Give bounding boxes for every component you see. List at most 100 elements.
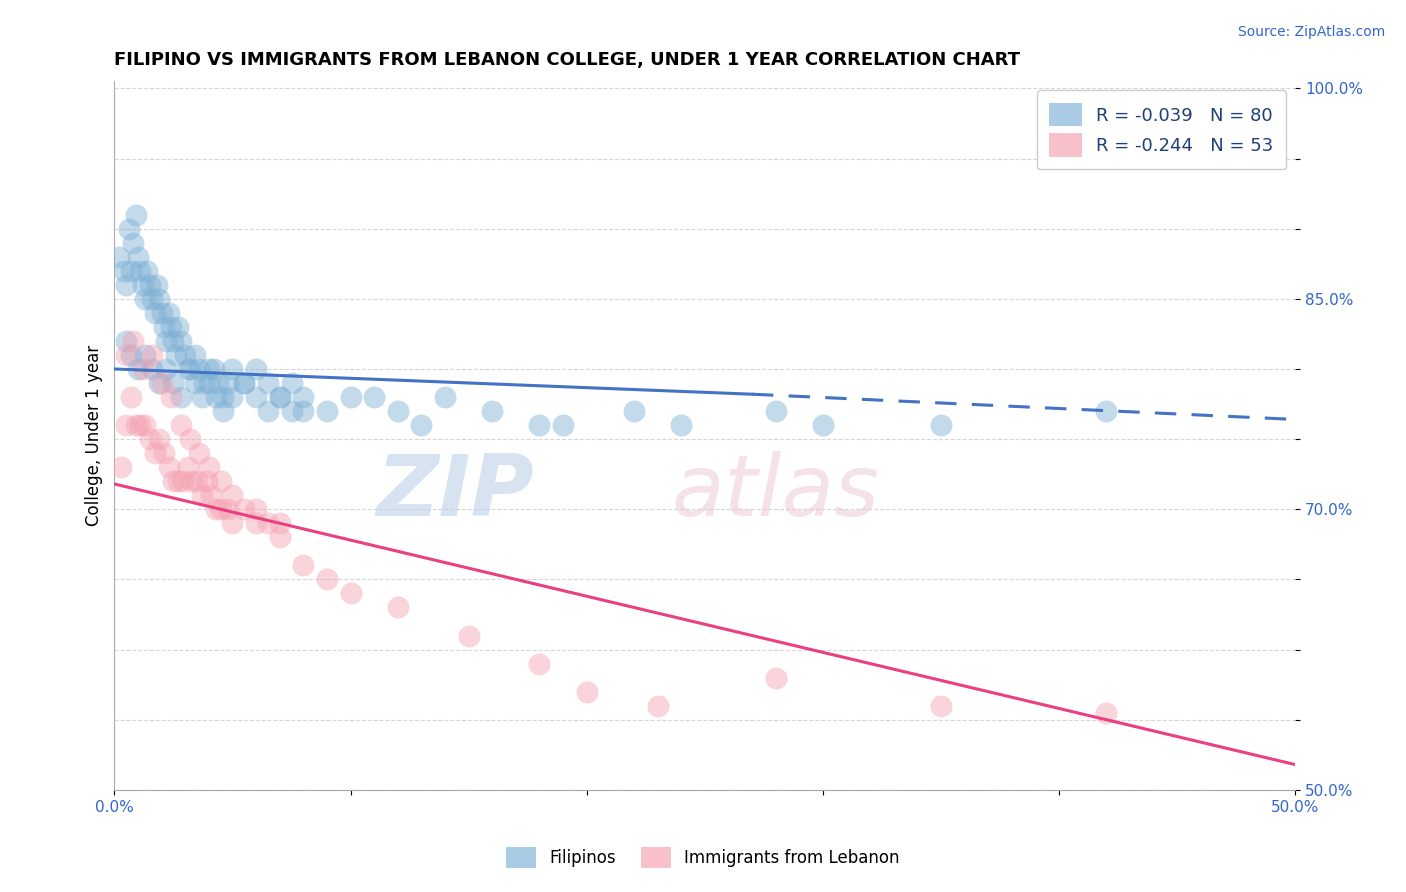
Point <box>179 362 201 376</box>
Text: Source: ZipAtlas.com: Source: ZipAtlas.com <box>1237 25 1385 39</box>
Point <box>205 390 228 404</box>
Point <box>108 250 131 264</box>
Point <box>153 319 176 334</box>
Point <box>198 376 221 390</box>
Point <box>148 292 170 306</box>
Point <box>157 306 180 320</box>
Point <box>198 362 221 376</box>
Point <box>129 264 152 278</box>
Point <box>221 362 243 376</box>
Point <box>647 698 669 713</box>
Point <box>191 488 214 502</box>
Point <box>269 530 291 544</box>
Point <box>269 516 291 531</box>
Point <box>257 376 280 390</box>
Point <box>115 334 138 348</box>
Point <box>339 390 361 404</box>
Legend: Filipinos, Immigrants from Lebanon: Filipinos, Immigrants from Lebanon <box>499 840 907 875</box>
Point <box>529 418 551 433</box>
Point <box>811 418 834 433</box>
Point <box>139 277 162 292</box>
Point <box>183 376 205 390</box>
Point <box>176 362 198 376</box>
Point <box>280 376 302 390</box>
Point <box>143 446 166 460</box>
Point <box>551 418 574 433</box>
Point <box>212 390 235 404</box>
Point <box>207 376 229 390</box>
Point <box>146 277 169 292</box>
Point <box>292 390 315 404</box>
Point <box>132 362 155 376</box>
Point <box>150 376 173 390</box>
Point <box>141 348 163 362</box>
Point <box>110 460 132 475</box>
Point <box>245 390 267 404</box>
Point <box>143 306 166 320</box>
Point <box>233 376 256 390</box>
Point <box>280 404 302 418</box>
Point <box>181 474 204 488</box>
Text: ZIP: ZIP <box>375 450 533 533</box>
Point <box>457 628 479 642</box>
Point <box>363 390 385 404</box>
Point <box>221 516 243 531</box>
Point <box>120 348 142 362</box>
Point <box>172 474 194 488</box>
Point <box>209 502 232 516</box>
Point <box>245 362 267 376</box>
Point <box>212 404 235 418</box>
Point <box>169 390 191 404</box>
Point <box>134 292 156 306</box>
Point <box>162 474 184 488</box>
Y-axis label: College, Under 1 year: College, Under 1 year <box>86 345 103 526</box>
Point <box>132 277 155 292</box>
Point <box>765 404 787 418</box>
Point <box>120 390 142 404</box>
Point <box>176 460 198 475</box>
Point <box>155 362 177 376</box>
Point <box>188 362 211 376</box>
Point <box>112 264 135 278</box>
Point <box>316 404 339 418</box>
Point <box>124 418 146 433</box>
Point <box>174 348 197 362</box>
Point <box>148 376 170 390</box>
Point <box>139 432 162 446</box>
Point <box>124 208 146 222</box>
Point <box>481 404 503 418</box>
Point <box>162 376 184 390</box>
Point <box>623 404 645 418</box>
Point <box>765 671 787 685</box>
Point <box>186 474 208 488</box>
Point <box>669 418 692 433</box>
Point <box>162 334 184 348</box>
Point <box>115 418 138 433</box>
Point <box>233 502 256 516</box>
Point <box>153 446 176 460</box>
Point <box>387 404 409 418</box>
Point <box>411 418 433 433</box>
Point <box>155 334 177 348</box>
Point <box>929 418 952 433</box>
Point <box>221 488 243 502</box>
Text: FILIPINO VS IMMIGRANTS FROM LEBANON COLLEGE, UNDER 1 YEAR CORRELATION CHART: FILIPINO VS IMMIGRANTS FROM LEBANON COLL… <box>114 51 1021 69</box>
Point <box>269 390 291 404</box>
Point <box>200 488 222 502</box>
Point <box>209 474 232 488</box>
Point <box>148 432 170 446</box>
Point <box>127 362 149 376</box>
Point <box>134 348 156 362</box>
Point <box>117 221 139 235</box>
Point <box>179 432 201 446</box>
Point <box>141 292 163 306</box>
Point <box>233 376 256 390</box>
Point <box>169 334 191 348</box>
Point <box>169 418 191 433</box>
Point <box>575 684 598 698</box>
Point <box>221 390 243 404</box>
Point <box>127 250 149 264</box>
Point <box>202 362 225 376</box>
Point <box>1095 706 1118 720</box>
Point <box>115 348 138 362</box>
